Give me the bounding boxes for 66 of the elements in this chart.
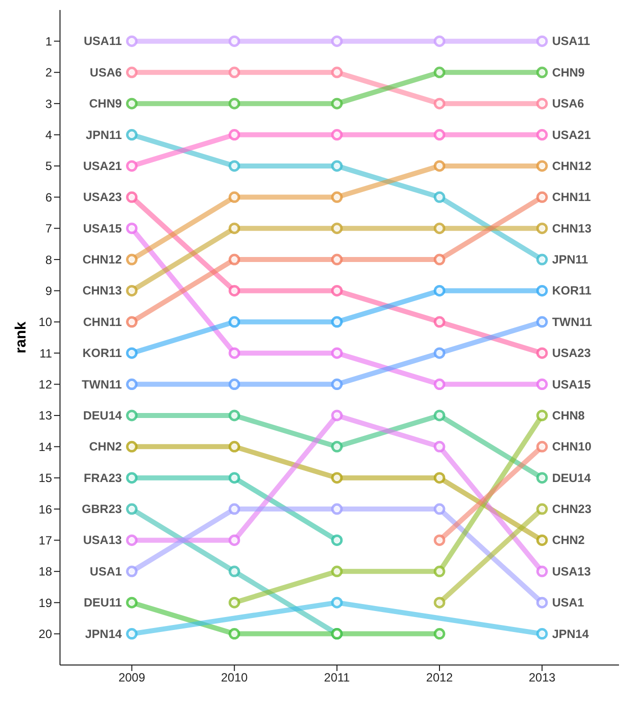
series-label: CHN12 [552, 158, 592, 173]
y-axis-title: rank [12, 321, 30, 354]
y-tick-label: 1 [45, 34, 52, 48]
text: USA13 [83, 533, 122, 548]
y-tick-label: 14 [38, 440, 52, 454]
series-label: CHN9 [552, 65, 586, 80]
series-label: USA6 [552, 96, 584, 111]
text: CHN12 [82, 252, 122, 267]
series-label: JPN11 [552, 252, 588, 267]
series-label: USA11 [552, 34, 590, 48]
series-label: JPN14 [552, 626, 590, 641]
y-tick-label: 8 [45, 252, 52, 267]
y-tick-label: 18 [38, 564, 52, 579]
y-tick-label: 3 [45, 96, 52, 111]
text: JPN14 [85, 626, 122, 641]
y-tick-label: 11 [40, 346, 52, 360]
y-tick-label: 13 [38, 408, 52, 423]
series-label: DEU14 [552, 470, 592, 485]
text: USA11 [84, 34, 122, 48]
x-tick-label: 2010 [221, 670, 248, 685]
y-tick-label: 10 [38, 315, 52, 330]
y-tick-label: 7 [45, 222, 52, 236]
text: USA6 [90, 65, 122, 80]
series-label: USA13 [552, 564, 592, 578]
y-tick-label: 4 [45, 128, 52, 142]
x-tick-label: 2012 [426, 670, 454, 685]
series-label: CHN2 [552, 533, 586, 548]
y-tick-label: 19 [38, 596, 52, 610]
series-label: USA1 [552, 596, 584, 610]
series-label: CHN23 [552, 502, 592, 516]
y-tick-label: 17 [38, 534, 52, 548]
y-tick-label: 12 [38, 378, 52, 392]
y-tick-label: 9 [45, 284, 52, 298]
series-label: KOR11 [552, 284, 592, 298]
x-tick-label: 2009 [118, 670, 146, 685]
series-label: CHN10 [552, 440, 592, 454]
series-label: USA15 [552, 377, 592, 392]
text: DEU14 [83, 408, 122, 422]
series-label: CHN13 [552, 221, 592, 236]
series-label: FRA23 [84, 470, 122, 485]
text: KOR11 [82, 346, 122, 360]
text: USA15 [83, 221, 122, 236]
series-label: TWN11 [552, 314, 592, 329]
text: USA1 [90, 564, 122, 578]
y-tick-label: 5 [45, 159, 52, 174]
series-label: GBR23 [82, 502, 122, 516]
y-tick-label: 2 [45, 66, 52, 80]
y-tick-label: 6 [45, 190, 52, 204]
y-tick-label: 20 [38, 627, 52, 642]
text: CHN2 [89, 440, 122, 454]
series-label: DEU11 [84, 596, 122, 610]
text: JPN11 [86, 128, 122, 142]
y-tick-label: 15 [38, 471, 52, 486]
x-tick-label: 2013 [528, 670, 556, 685]
text: USA23 [83, 190, 122, 204]
text: CHN9 [89, 96, 122, 111]
text: CHN13 [82, 284, 122, 298]
series-label: USA21 [552, 128, 592, 142]
series-label: CHN8 [552, 408, 586, 422]
series-label: CHN11 [552, 190, 592, 204]
series-label: USA23 [552, 346, 592, 360]
text: CHN11 [83, 314, 122, 329]
text: TWN11 [82, 377, 122, 392]
x-tick-label: 2011 [324, 670, 350, 685]
y-tick-label: 16 [38, 502, 52, 516]
text: USA21 [83, 158, 122, 173]
